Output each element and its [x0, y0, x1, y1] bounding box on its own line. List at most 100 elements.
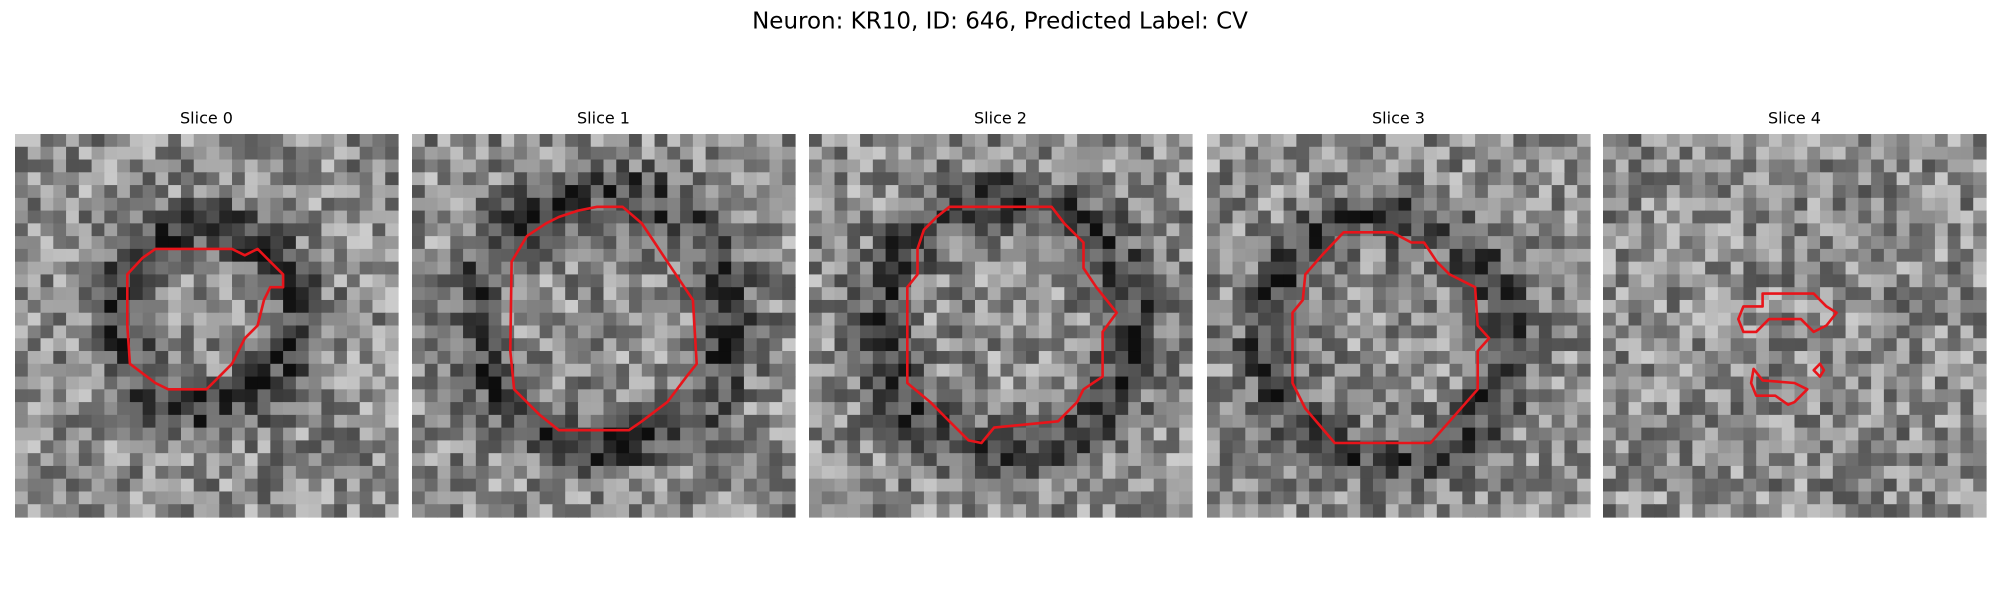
pixel — [168, 478, 182, 493]
pixel — [949, 223, 963, 237]
pixel — [1922, 376, 1936, 390]
pixel — [654, 299, 668, 314]
pixel — [168, 414, 182, 429]
pixel — [334, 465, 348, 480]
pixel — [1845, 402, 1859, 416]
pixel — [692, 197, 707, 212]
pixel — [321, 236, 335, 250]
pixel — [359, 287, 374, 301]
pixel — [104, 287, 118, 301]
pixel — [1051, 402, 1065, 416]
pixel — [488, 325, 502, 339]
pixel — [1115, 402, 1129, 416]
pixel — [1026, 210, 1040, 224]
pixel — [1475, 274, 1489, 288]
pixel — [782, 134, 796, 148]
pixel — [1858, 223, 1872, 237]
pixel — [667, 146, 681, 161]
pixel — [1794, 402, 1808, 416]
pixel — [501, 427, 515, 441]
pixel — [1730, 185, 1745, 199]
pixel — [1564, 414, 1578, 429]
pixel — [923, 248, 938, 263]
pixel — [616, 236, 630, 250]
pixel — [1347, 261, 1361, 276]
pixel — [1398, 261, 1412, 276]
pixel — [1360, 376, 1374, 390]
pixel — [629, 351, 643, 365]
pixel — [834, 197, 848, 212]
pixel — [437, 261, 451, 276]
pixel — [308, 287, 322, 301]
pixel — [1179, 223, 1193, 237]
pixel — [168, 146, 182, 161]
pixel — [53, 185, 67, 199]
pixel — [1960, 376, 1974, 390]
pixel — [1538, 248, 1553, 263]
pixel — [705, 478, 719, 493]
pixel — [1654, 338, 1668, 352]
pixel — [1411, 210, 1425, 224]
pixel — [1398, 414, 1412, 429]
pixel — [129, 210, 144, 224]
pixel — [1654, 274, 1668, 288]
pixel — [834, 172, 848, 186]
pixel — [692, 248, 707, 263]
pixel — [295, 351, 310, 365]
pixel — [526, 376, 541, 390]
pixel — [603, 453, 617, 467]
pixel — [1462, 402, 1476, 416]
pixel — [821, 134, 836, 148]
pixel — [923, 223, 938, 237]
pixel — [412, 287, 426, 301]
pixel — [1513, 248, 1527, 263]
pixel — [949, 504, 963, 518]
pixel — [1538, 427, 1553, 441]
pixel — [987, 299, 1002, 314]
pixel — [1538, 172, 1553, 186]
pixel — [437, 146, 451, 161]
pixel — [193, 248, 208, 263]
pixel — [552, 465, 566, 480]
pixel — [1449, 312, 1463, 327]
pixel — [437, 504, 451, 518]
pixel — [718, 159, 732, 173]
pixel — [412, 427, 426, 441]
pixel — [936, 440, 951, 454]
pixel — [78, 197, 93, 212]
pixel — [321, 274, 335, 288]
pixel — [590, 504, 605, 518]
pixel — [898, 261, 912, 276]
pixel — [911, 159, 925, 173]
pixel — [1038, 274, 1053, 288]
pixel — [603, 261, 617, 276]
pixel — [1258, 465, 1272, 480]
pixel — [1717, 134, 1732, 148]
pixel — [1424, 299, 1438, 314]
pixel — [552, 376, 566, 390]
pixel — [1385, 134, 1400, 148]
pixel — [1436, 236, 1451, 250]
pixel — [1577, 376, 1591, 390]
pixel — [1309, 134, 1323, 148]
pixel — [872, 389, 887, 403]
pixel — [1207, 274, 1221, 288]
pixel — [718, 440, 732, 454]
pixel — [603, 465, 617, 480]
pixel — [577, 312, 592, 327]
pixel — [104, 389, 118, 403]
pixel — [1564, 338, 1578, 352]
pixel — [142, 351, 157, 365]
pixel — [1270, 465, 1285, 480]
pixel — [385, 159, 399, 173]
pixel — [1500, 325, 1514, 339]
pixel — [1026, 504, 1040, 518]
pixel — [987, 274, 1002, 288]
pixel — [1526, 389, 1540, 403]
pixel — [104, 134, 118, 148]
pixel — [1551, 478, 1566, 493]
pixel — [1717, 248, 1732, 263]
pixel — [155, 389, 169, 403]
pixel — [450, 312, 464, 327]
pixel — [180, 223, 195, 237]
